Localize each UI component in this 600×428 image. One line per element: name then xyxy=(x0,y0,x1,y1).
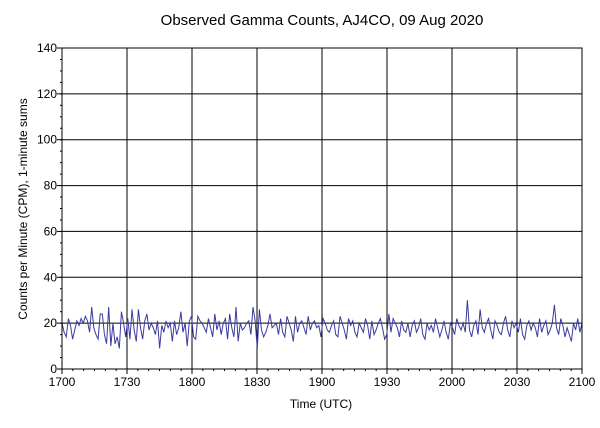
x-tick-label: 2030 xyxy=(504,375,531,389)
x-tick-label: 2100 xyxy=(569,375,596,389)
plot-frame xyxy=(61,47,583,370)
x-tick-label: 2000 xyxy=(439,375,466,389)
x-tick-label: 1830 xyxy=(244,375,271,389)
x-tick-label: 1900 xyxy=(309,375,336,389)
x-axis-ticks: 1700 1730 1800 1830 1900 1930 2000 2030 2100 xyxy=(49,369,596,389)
y-tick-label: 0 xyxy=(50,362,57,376)
y-tick-label: 40 xyxy=(44,270,58,284)
y-tick-label: 60 xyxy=(44,224,58,238)
x-axis-label: Time (UTC) xyxy=(290,397,352,411)
x-tick-label: 1730 xyxy=(114,375,141,389)
y-tick-label: 20 xyxy=(44,316,58,330)
x-tick-label: 1800 xyxy=(179,375,206,389)
grid xyxy=(62,48,582,369)
y-axis-ticks: 0 20 40 60 80 100 120 140 xyxy=(37,41,62,376)
y-tick-label: 100 xyxy=(37,133,57,147)
series-line xyxy=(61,300,583,349)
y-tick-label: 120 xyxy=(37,87,57,101)
x-tick-label: 1700 xyxy=(49,375,76,389)
y-axis-label: Counts per Minute (CPM), 1-minute sums xyxy=(16,98,30,319)
y-tick-label: 80 xyxy=(44,179,58,193)
chart-title: Observed Gamma Counts, AJ4CO, 09 Aug 202… xyxy=(161,12,484,29)
x-tick-label: 1930 xyxy=(374,375,401,389)
y-tick-label: 140 xyxy=(37,41,57,55)
